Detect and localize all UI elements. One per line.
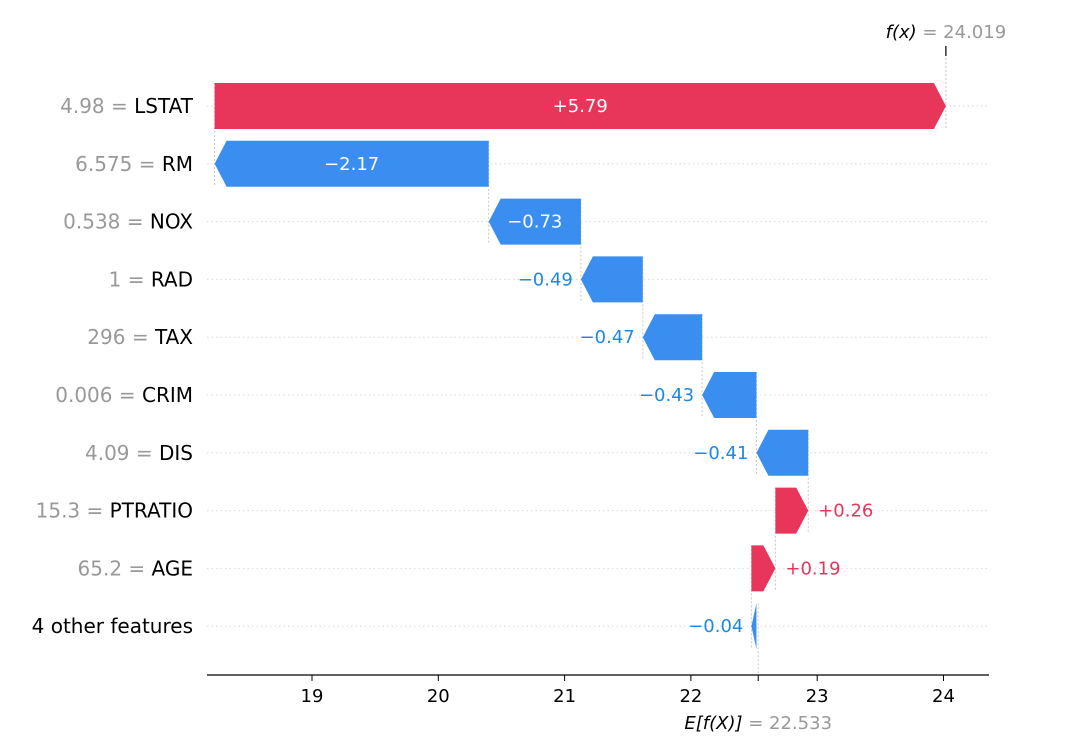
- output-value-number: = 24.019: [917, 22, 1007, 43]
- feature-label: 0.538 = NOX: [63, 210, 193, 234]
- feature-value: 65.2 =: [78, 556, 152, 580]
- x-tick-label: 22: [679, 686, 702, 707]
- x-tick-label: 21: [553, 686, 576, 707]
- x-tick-label: 23: [806, 686, 829, 707]
- base-value-number: = 22.533: [743, 713, 833, 734]
- bar-value-label: −0.47: [580, 327, 635, 348]
- x-tick-label: 20: [427, 686, 450, 707]
- bar-value-label: +0.19: [785, 558, 840, 579]
- feature-value: 296 =: [87, 325, 155, 349]
- feature-name: LSTAT: [134, 94, 194, 118]
- bar-rm: [214, 140, 489, 187]
- feature-label: 0.006 = CRIM: [55, 383, 193, 407]
- feature-name: PTRATIO: [110, 499, 193, 523]
- labels: +5.79 4.98 = LSTAT −2.17 6.575 = RM −0.73 0.5…: [32, 94, 874, 638]
- feature-label: 65.2 = AGE: [78, 556, 193, 580]
- bar-4-other-features: [751, 603, 757, 650]
- bar-dis: [756, 429, 809, 476]
- feature-name: TAX: [154, 325, 193, 349]
- bar-value-label: −0.43: [639, 385, 694, 406]
- bar-value-label: −0.41: [693, 443, 748, 464]
- feature-value: 6.575 =: [75, 152, 162, 176]
- bar-value-label: +5.79: [553, 96, 608, 117]
- feature-name: NOX: [150, 210, 193, 234]
- bar-value-label: −0.73: [507, 212, 562, 233]
- feature-value: 0.538 =: [63, 210, 150, 234]
- bar-ptratio: [775, 487, 809, 534]
- bar-value-label: +0.26: [818, 501, 873, 522]
- bar-nox: [488, 198, 581, 245]
- base-value-expr: E[f(X)]: [684, 713, 742, 734]
- feature-name: RM: [162, 152, 193, 176]
- feature-value: 4.98 =: [60, 94, 134, 118]
- feature-name: RAD: [151, 267, 193, 291]
- x-axis: f(x) = 24.019 19 20 21 22 23 24 E[f(X)] = 22.53…: [207, 22, 1006, 734]
- feature-value: 0.006 =: [55, 383, 142, 407]
- feature-label: 6.575 = RM: [75, 152, 193, 176]
- feature-value: 4.09 =: [85, 441, 159, 465]
- feature-name: 4 other features: [32, 614, 193, 638]
- bar-crim: [702, 372, 757, 418]
- feature-name: AGE: [152, 556, 193, 580]
- feature-label: 15.3 = PTRATIO: [36, 499, 193, 523]
- x-tick-label: 19: [301, 686, 324, 707]
- bar-rad: [580, 256, 643, 303]
- output-value-expr: f(x): [886, 22, 917, 43]
- base-value-label: E[f(X)] = 22.533: [684, 713, 832, 734]
- bar-value-label: −0.04: [688, 616, 743, 637]
- bar-tax: [642, 314, 703, 361]
- feature-label: 4 other features: [32, 614, 193, 638]
- feature-label: 4.98 = LSTAT: [60, 94, 194, 118]
- feature-name: DIS: [159, 441, 193, 465]
- feature-label: 296 = TAX: [87, 325, 193, 349]
- bar-value-label: −0.49: [518, 269, 573, 290]
- feature-label: 1 = RAD: [109, 267, 193, 291]
- feature-label: 4.09 = DIS: [85, 441, 193, 465]
- feature-value: 1 =: [109, 267, 151, 291]
- feature-name: CRIM: [142, 383, 193, 407]
- bars: [214, 83, 946, 650]
- bar-age: [751, 545, 776, 592]
- bar-lstat: [214, 83, 946, 129]
- output-value-label: f(x) = 24.019: [886, 22, 1007, 43]
- feature-value: 15.3 =: [36, 499, 110, 523]
- bar-value-label: −2.17: [324, 154, 379, 175]
- x-tick-label: 24: [932, 686, 955, 707]
